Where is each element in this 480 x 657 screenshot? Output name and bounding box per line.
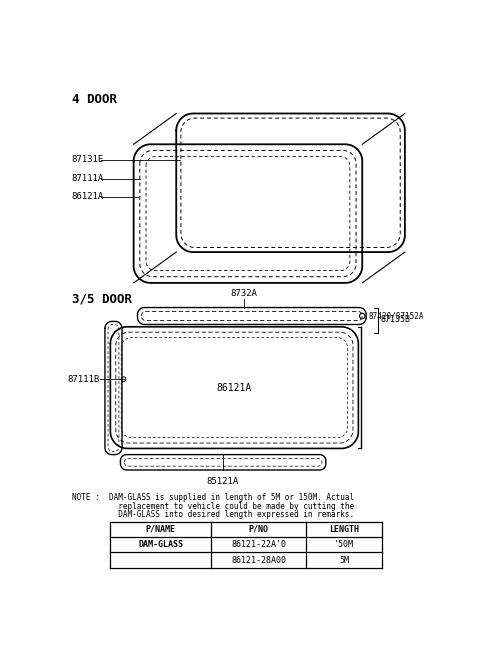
Text: '50M: '50M	[334, 540, 354, 549]
Text: 8732A: 8732A	[230, 289, 257, 298]
Text: 3/5 DOOR: 3/5 DOOR	[72, 293, 132, 306]
Text: 86121-28A00: 86121-28A00	[231, 556, 286, 564]
Text: 87420/87152A: 87420/87152A	[369, 311, 424, 321]
Text: DAM-GLASS into desired length expressed in remarks.: DAM-GLASS into desired length expressed …	[72, 510, 354, 519]
Text: 85121A: 85121A	[206, 477, 239, 486]
Text: DAM-GLASS: DAM-GLASS	[138, 540, 183, 549]
Text: replacement to vehicle could be made by cutting the: replacement to vehicle could be made by …	[72, 501, 354, 510]
Text: LENGTH: LENGTH	[329, 525, 359, 533]
Text: 4 DOOR: 4 DOOR	[72, 93, 117, 106]
Text: P/NO: P/NO	[249, 525, 269, 533]
Text: 87111A: 87111A	[72, 175, 104, 183]
Text: 87111B: 87111B	[68, 374, 100, 384]
Text: 87131E: 87131E	[72, 155, 104, 164]
Text: 86121-22A'0: 86121-22A'0	[231, 540, 286, 549]
Text: 5M: 5M	[339, 556, 349, 564]
Text: NOTE :  DAM-GLASS is supplied in length of 5M or 150M. Actual: NOTE : DAM-GLASS is supplied in length o…	[72, 493, 354, 502]
Text: 86121A: 86121A	[72, 192, 104, 201]
Text: 86121A: 86121A	[217, 382, 252, 393]
Text: 87135B: 87135B	[380, 315, 410, 325]
Text: P/NAME: P/NAME	[146, 525, 176, 533]
